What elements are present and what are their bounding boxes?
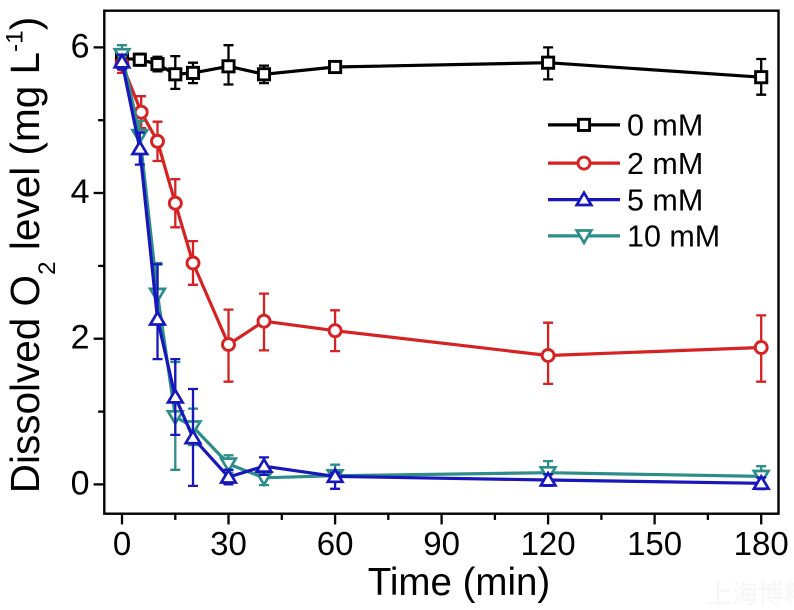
svg-text:150: 150 — [627, 525, 682, 562]
svg-text:10 mM: 10 mM — [627, 220, 720, 254]
svg-text:5 mM: 5 mM — [627, 183, 703, 217]
svg-text:上海博精: 上海博精 — [706, 579, 794, 609]
svg-text:4: 4 — [71, 173, 90, 211]
svg-text:0 mM: 0 mM — [627, 109, 703, 143]
svg-text:180: 180 — [734, 525, 789, 562]
svg-text:Time (min): Time (min) — [368, 561, 551, 604]
svg-text:90: 90 — [423, 525, 460, 562]
svg-text:0: 0 — [113, 525, 131, 562]
svg-text:0: 0 — [71, 464, 90, 502]
svg-text:2 mM: 2 mM — [627, 147, 703, 181]
svg-text:6: 6 — [71, 27, 90, 65]
svg-text:60: 60 — [317, 525, 354, 562]
svg-text:120: 120 — [521, 525, 576, 562]
svg-text:2: 2 — [71, 319, 90, 357]
svg-text:30: 30 — [210, 525, 247, 562]
